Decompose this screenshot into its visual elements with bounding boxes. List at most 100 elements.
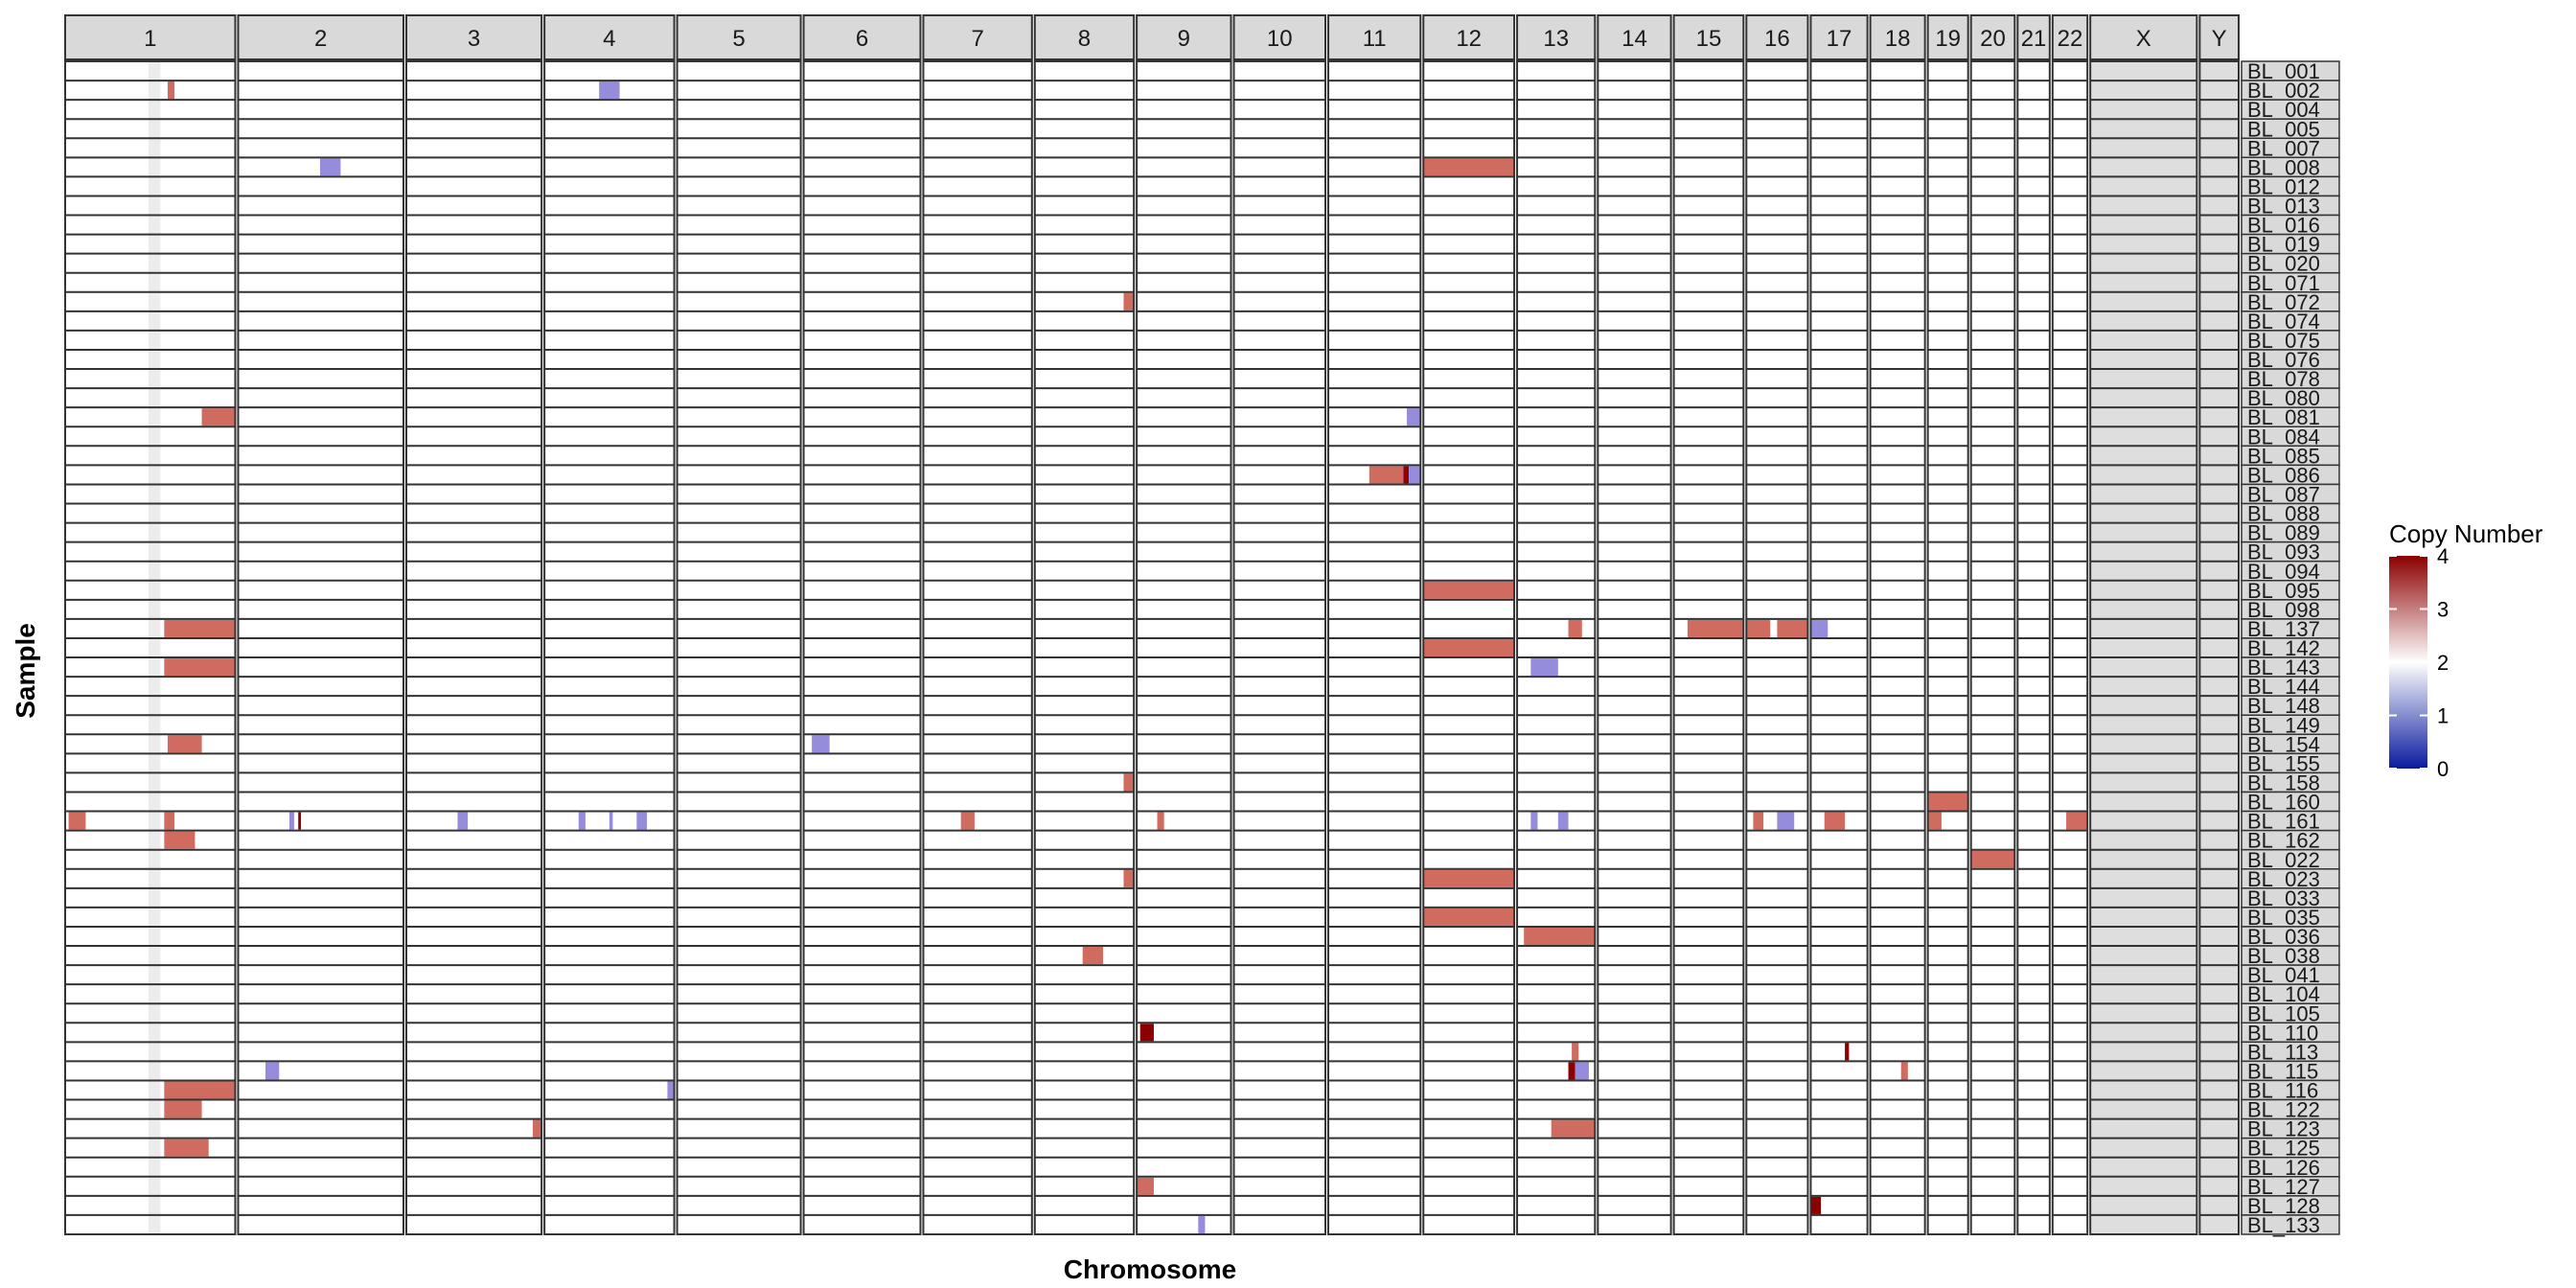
legend-tick-label: 3	[2437, 598, 2449, 622]
legend-tick-label: 4	[2437, 544, 2449, 568]
strip-chr-16	[1745, 14, 1809, 60]
strip-chr-2	[237, 14, 404, 60]
cn-segment	[457, 812, 469, 830]
cn-segment	[1753, 812, 1764, 830]
sample-label: BL_126	[2247, 1156, 2320, 1180]
strip-label-chr-6: 6	[856, 26, 868, 52]
chromosome-strips: 1 2 3 4 5 6 7 8 9 10 11 12 13 14 15 16 17 18 19 20 21 22 X Y	[64, 14, 2240, 60]
cn-segment	[164, 658, 236, 677]
legend-tick-label: 0	[2437, 757, 2449, 781]
strip-chr-20	[1969, 14, 2016, 60]
panel-chr-19	[1927, 61, 1968, 1234]
sample-label: BL_075	[2247, 329, 2320, 353]
strip-label-chr-5: 5	[732, 26, 745, 52]
cn-segment	[636, 812, 648, 830]
panel-chr-2	[238, 61, 403, 1234]
panel-chr-21	[2017, 61, 2050, 1234]
panel-chr-18	[1870, 61, 1925, 1234]
cn-segment	[667, 1081, 675, 1099]
cn-segment	[2066, 812, 2088, 830]
panel-chr-14	[1598, 61, 1671, 1234]
panel-chr-4	[544, 61, 675, 1234]
cn-segment	[167, 735, 202, 753]
strip-chr-Y	[2198, 14, 2240, 60]
panel-chr-10	[1233, 61, 1326, 1234]
cn-segment	[1139, 1024, 1154, 1042]
cn-segment	[1409, 466, 1421, 484]
cn-segment	[201, 408, 236, 426]
strip-label-chr-3: 3	[468, 26, 480, 52]
cn-segment	[1423, 581, 1515, 599]
cn-segment	[1137, 1177, 1154, 1195]
panel-border	[1869, 60, 1926, 1235]
cn-segment	[320, 158, 341, 176]
sample-label: BL_123	[2247, 1117, 2320, 1141]
sample-label: BL_016	[2247, 214, 2320, 238]
copy-number-legend: Copy Number 4 3 2 1 0	[2389, 519, 2543, 781]
cn-segment	[1123, 869, 1135, 887]
cn-segment	[167, 81, 175, 100]
cn-segment	[1845, 1043, 1850, 1061]
cn-segment	[265, 1062, 280, 1080]
strip-label-chr-4: 4	[603, 26, 615, 52]
sample-label: BL_098	[2247, 598, 2320, 622]
panel-chr-20	[1970, 61, 2015, 1234]
sample-label: BL_080	[2247, 386, 2320, 410]
cn-segment	[1900, 1062, 1908, 1080]
panel-border	[1597, 60, 1672, 1235]
sample-label: BL_086	[2247, 463, 2320, 487]
sample-label: BL_105	[2247, 1001, 2320, 1025]
sample-labels: BL_001BL_002BL_004BL_005BL_007BL_008BL_0…	[2241, 59, 2340, 1237]
legend-title: Copy Number	[2389, 519, 2543, 548]
y-axis-title: Sample	[11, 623, 40, 719]
cn-segment	[1157, 812, 1164, 830]
sample-label: BL_023	[2247, 867, 2320, 891]
panel-chr-22	[2052, 61, 2088, 1234]
sample-label: BL_074	[2247, 310, 2320, 334]
strip-chr-8	[1033, 14, 1136, 60]
sample-label: BL_072	[2247, 290, 2320, 314]
cn-segment	[1572, 1043, 1579, 1061]
cn-segment	[1927, 793, 1968, 811]
cn-segment	[164, 1138, 209, 1157]
strip-chr-19	[1926, 14, 1969, 60]
strip-label-chr-21: 21	[2021, 26, 2047, 52]
legend-tick-label: 2	[2437, 651, 2449, 675]
cn-segment	[1777, 619, 1808, 637]
cn-segment	[1524, 927, 1596, 946]
sample-label: BL_148	[2247, 694, 2320, 718]
legend-tick-label: 1	[2437, 704, 2449, 728]
sample-label: BL_013	[2247, 195, 2320, 218]
cn-segment	[599, 81, 620, 100]
sample-label: BL_008	[2247, 155, 2320, 179]
cn-segment	[1810, 1196, 1822, 1214]
panel-border	[1422, 60, 1516, 1235]
sample-label: BL_033	[2247, 886, 2320, 910]
panel-border	[1327, 60, 1422, 1235]
panel-chr-13	[1517, 61, 1596, 1234]
panel-border	[2198, 60, 2240, 1235]
cn-segment	[1810, 619, 1828, 637]
sample-label: BL_089	[2247, 521, 2320, 545]
sample-label: BL_128	[2247, 1194, 2320, 1218]
panel-chr-7	[923, 61, 1032, 1234]
cn-segment	[1824, 812, 1846, 830]
panel-border	[2016, 60, 2051, 1235]
sample-label: BL_133	[2247, 1213, 2320, 1237]
sample-label: BL_038	[2247, 944, 2320, 968]
sample-label: BL_035	[2247, 906, 2320, 930]
x-axis-title: Chromosome	[1064, 1254, 1236, 1284]
panel-chr-11	[1328, 61, 1421, 1234]
sample-label: BL_004	[2247, 98, 2320, 122]
cn-segment	[1687, 619, 1744, 637]
cn-segment	[1423, 869, 1515, 887]
cn-segment	[1082, 947, 1104, 965]
sample-label: BL_142	[2247, 636, 2320, 660]
cn-segment	[1423, 908, 1515, 926]
sample-label: BL_005	[2247, 117, 2320, 141]
sample-label: BL_071	[2247, 271, 2320, 295]
sample-label: BL_160	[2247, 791, 2320, 815]
sample-label: BL_158	[2247, 770, 2320, 794]
chromosome-panels	[64, 60, 2240, 1235]
